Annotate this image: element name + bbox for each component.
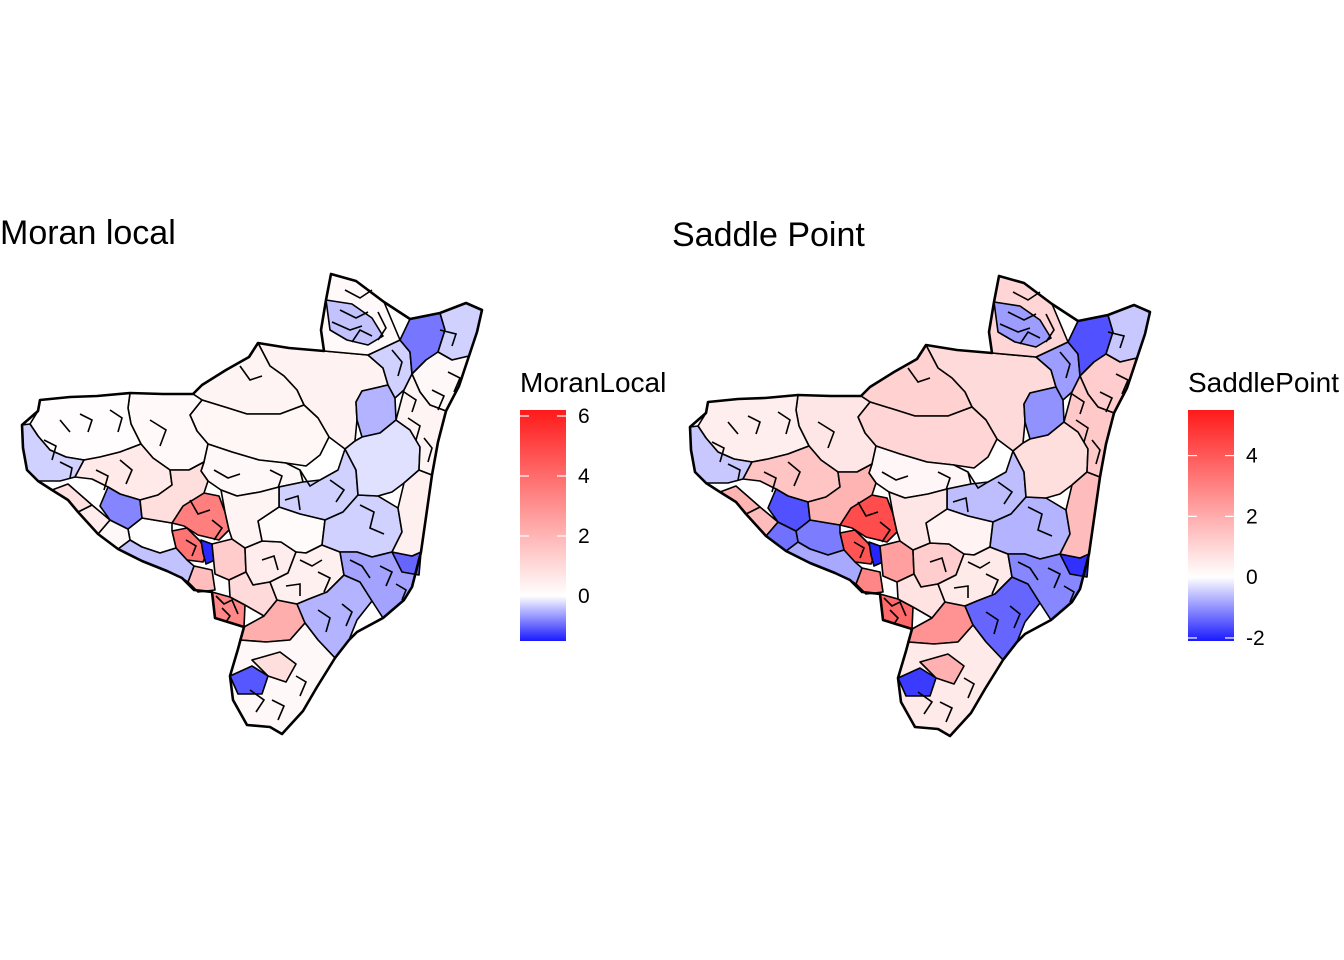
- map-outline: [20, 272, 484, 736]
- census-tract: [51, 483, 93, 513]
- tract-boundary: [431, 329, 462, 411]
- legend-title: MoranLocal: [520, 367, 666, 398]
- panel-title: Moran local: [0, 214, 176, 252]
- colorbar-ticks: 0 2 4 6: [520, 405, 590, 608]
- colorbar-tick-label: 2: [578, 525, 590, 548]
- census-tract: [964, 576, 1041, 661]
- tract-boundary: [727, 411, 835, 449]
- census-tract: [251, 651, 297, 683]
- tract-boundary: [349, 559, 407, 601]
- colorbar-tick-label: 2: [1246, 505, 1258, 528]
- colorbar-tick-label: -2: [1246, 627, 1265, 650]
- tract-boundary: [284, 469, 385, 535]
- tract-boundary: [985, 605, 1021, 635]
- colorbar-tick-label: 0: [1246, 566, 1258, 589]
- tract-boundary: [711, 441, 801, 493]
- census-tract: [888, 488, 948, 551]
- colorbar-tick-label: 4: [578, 465, 590, 488]
- tract-boundary: [43, 439, 133, 491]
- tract-boundary: [917, 677, 976, 723]
- map-outline: [688, 274, 1152, 738]
- tract-boundary: [331, 289, 387, 343]
- tract-boundary: [853, 501, 892, 559]
- saddle-point-map: [688, 274, 1152, 738]
- legend-title: SaddlePoint: [1188, 367, 1339, 398]
- tract-boundary: [59, 409, 167, 447]
- colorbar: [520, 410, 566, 641]
- moran-local-legend: MoranLocal 0 2 4 6: [520, 367, 666, 641]
- moran-local-map: [20, 272, 484, 736]
- panel-title: Saddle Point: [672, 216, 865, 254]
- census-tract: [767, 488, 811, 532]
- tract-boundary: [952, 471, 1053, 537]
- census-tract: [220, 486, 280, 549]
- saddle-point-legend: SaddlePoint -2 0 2 4: [1188, 367, 1339, 650]
- tract-boundary: [883, 597, 907, 625]
- tract-boundary: [185, 499, 224, 557]
- census-tract: [807, 463, 877, 526]
- tract-boundary: [1059, 351, 1101, 465]
- tract-boundary: [215, 595, 239, 623]
- census-tract: [919, 653, 965, 685]
- tract-boundary: [1017, 561, 1075, 603]
- colorbar-ticks: -2 0 2 4: [1188, 445, 1265, 650]
- colorbar-tick-label: 4: [1246, 445, 1258, 468]
- census-tract: [897, 667, 937, 697]
- tract-boundary: [317, 603, 353, 633]
- census-tract: [99, 486, 143, 530]
- tract-boundary: [881, 367, 951, 491]
- colorbar-tick-label: 0: [578, 585, 590, 608]
- tract-boundary: [213, 365, 283, 489]
- census-tract: [719, 485, 761, 515]
- tract-boundary: [999, 291, 1055, 345]
- saddle-point-panel: Saddle Point SaddlePoint -2 0 2 4: [672, 216, 1339, 738]
- tract-boundary: [929, 556, 1000, 598]
- tract-boundary: [261, 554, 332, 596]
- moran-local-panel: Moran local MoranLocal 0 2 4 6: [0, 214, 666, 736]
- tract-boundary: [391, 349, 433, 463]
- tract-boundary: [1099, 331, 1130, 413]
- census-tract: [139, 461, 209, 524]
- colorbar-tick-label: 6: [578, 405, 590, 428]
- colorbar: [1188, 410, 1234, 641]
- census-tract: [296, 574, 373, 659]
- census-tract: [229, 665, 269, 695]
- tract-boundary: [249, 675, 308, 721]
